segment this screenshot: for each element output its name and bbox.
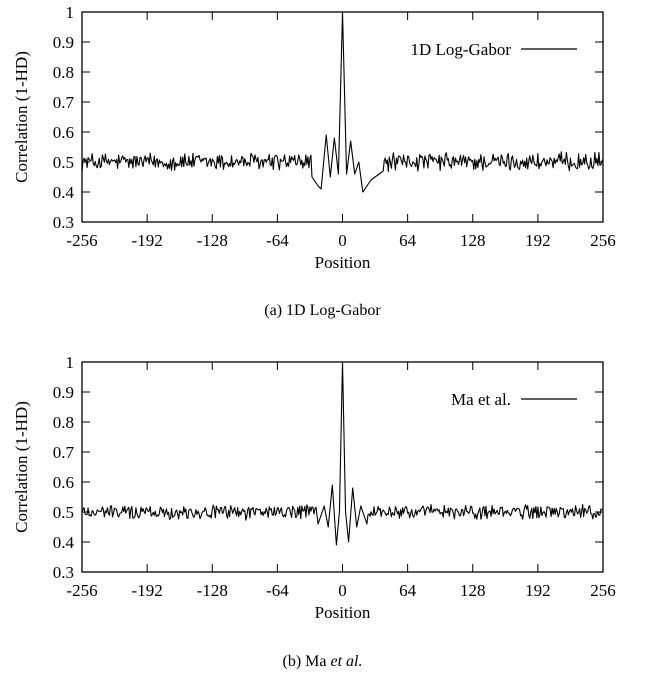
caption-b-italic: et al. <box>330 653 363 670</box>
y-tick-label: 0.5 <box>53 153 74 172</box>
chart-panel-b: 0.3 0.4 0.5 0.6 0.7 0.8 0.9 1 -256 -192 -128 -64 0 64… <box>0 350 645 686</box>
x-axis-label: Position <box>315 603 371 622</box>
y-tick-label: 0.8 <box>53 413 74 432</box>
x-tick-label: 0 <box>338 581 347 600</box>
series-line <box>81 11 604 193</box>
x-tick-label: 256 <box>590 581 616 600</box>
x-tick-label: -192 <box>132 231 163 250</box>
x-tick-label: -192 <box>132 581 163 600</box>
y-tick-label: 0.3 <box>53 563 74 582</box>
x-tick-label: 64 <box>399 231 417 250</box>
y-tick-label: 0.9 <box>53 33 74 52</box>
x-tick-label: -128 <box>197 231 228 250</box>
chart-panel-a: 0.3 0.4 0.5 0.6 0.7 0.8 0.9 1 -256 -192 -128 -64 0 64… <box>0 0 645 340</box>
x-tick-label: -128 <box>197 581 228 600</box>
y-tick-label: 0.6 <box>53 473 74 492</box>
x-axis-label: Position <box>315 253 371 272</box>
caption-a-text: (a) 1D Log-Gabor <box>264 302 381 319</box>
plot-frame <box>81 361 604 573</box>
x-tick-label: 128 <box>460 581 486 600</box>
y-tick-label: 0.7 <box>53 443 75 462</box>
x-tick-label: 64 <box>399 581 417 600</box>
y-tick-label: 0.9 <box>53 383 74 402</box>
y-tick-label: 0.4 <box>53 533 75 552</box>
y-tick-label: 0.5 <box>53 503 74 522</box>
y-tick-label: 1 <box>66 353 75 372</box>
series-line <box>81 361 604 546</box>
x-tick-label: -256 <box>66 581 97 600</box>
y-tick-label: 1 <box>66 3 75 22</box>
x-tick-label: 256 <box>590 231 616 250</box>
y-tick-label: 0.7 <box>53 93 75 112</box>
legend-label: Ma et al. <box>451 390 511 409</box>
x-tick-label: 128 <box>460 231 486 250</box>
x-tick-label: 192 <box>525 581 551 600</box>
plot-frame <box>81 11 604 223</box>
x-tick-label: -64 <box>266 231 289 250</box>
x-tick-label: 192 <box>525 231 551 250</box>
y-tick-label: 0.3 <box>53 213 74 232</box>
y-tick-label: 0.4 <box>53 183 75 202</box>
y-axis-label: Correlation (1-HD) <box>12 51 31 183</box>
chart-b-svg: 0.3 0.4 0.5 0.6 0.7 0.8 0.9 1 -256 -192 -128 -64 0 64… <box>12 353 616 622</box>
caption-b: (b) Ma et al. <box>0 653 645 671</box>
x-tick-label: -256 <box>66 231 97 250</box>
y-tick-label: 0.8 <box>53 63 74 82</box>
chart-a-svg: 0.3 0.4 0.5 0.6 0.7 0.8 0.9 1 -256 -192 -128 -64 0 64… <box>12 3 616 272</box>
caption-a: (a) 1D Log-Gabor <box>0 302 645 320</box>
caption-b-prefix: (b) Ma <box>282 653 331 670</box>
y-axis-label: Correlation (1-HD) <box>12 401 31 533</box>
x-tick-label: 0 <box>338 231 347 250</box>
legend-label: 1D Log-Gabor <box>410 40 511 59</box>
x-tick-label: -64 <box>266 581 289 600</box>
y-tick-label: 0.6 <box>53 123 74 142</box>
